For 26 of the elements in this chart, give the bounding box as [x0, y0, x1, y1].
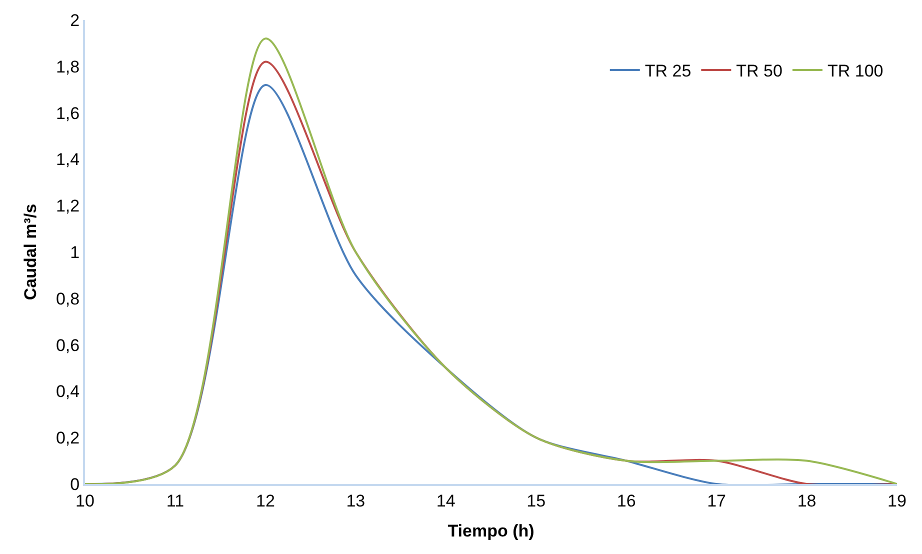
y-tick-label: 0 — [70, 474, 80, 494]
x-tick-label: 11 — [166, 491, 184, 510]
x-tick-label: 12 — [256, 491, 275, 510]
y-tick-label: 1,4 — [56, 150, 80, 170]
x-tick-label: 18 — [797, 491, 816, 510]
y-tick-label: 0,2 — [56, 428, 80, 448]
legend-label: TR 50 — [736, 62, 782, 81]
x-tick-label: 15 — [526, 491, 546, 510]
x-tick-label: 13 — [346, 491, 366, 510]
x-tick-label: 10 — [76, 491, 94, 510]
x-tick-label: 14 — [436, 491, 456, 510]
y-tick-label: 2 — [70, 10, 80, 30]
y-tick-label: 1 — [70, 242, 80, 262]
x-tick-label: 17 — [707, 491, 726, 510]
y-tick-label: 0,6 — [56, 336, 80, 355]
y-tick-label: 1,8 — [56, 57, 80, 76]
y-axis-title: Caudal m³/s — [21, 204, 40, 300]
x-axis-title: Tiempo (h) — [448, 521, 534, 540]
x-tick-label: 19 — [888, 491, 906, 510]
y-tick-label: 0,4 — [56, 382, 80, 402]
legend-label: TR 100 — [827, 62, 884, 81]
x-tick-label: 16 — [616, 491, 636, 510]
y-tick-label: 0,8 — [56, 289, 80, 308]
legend-label: TR 25 — [644, 62, 692, 81]
y-tick-label: 1,6 — [56, 104, 80, 123]
y-tick-label: 1,2 — [56, 196, 80, 216]
